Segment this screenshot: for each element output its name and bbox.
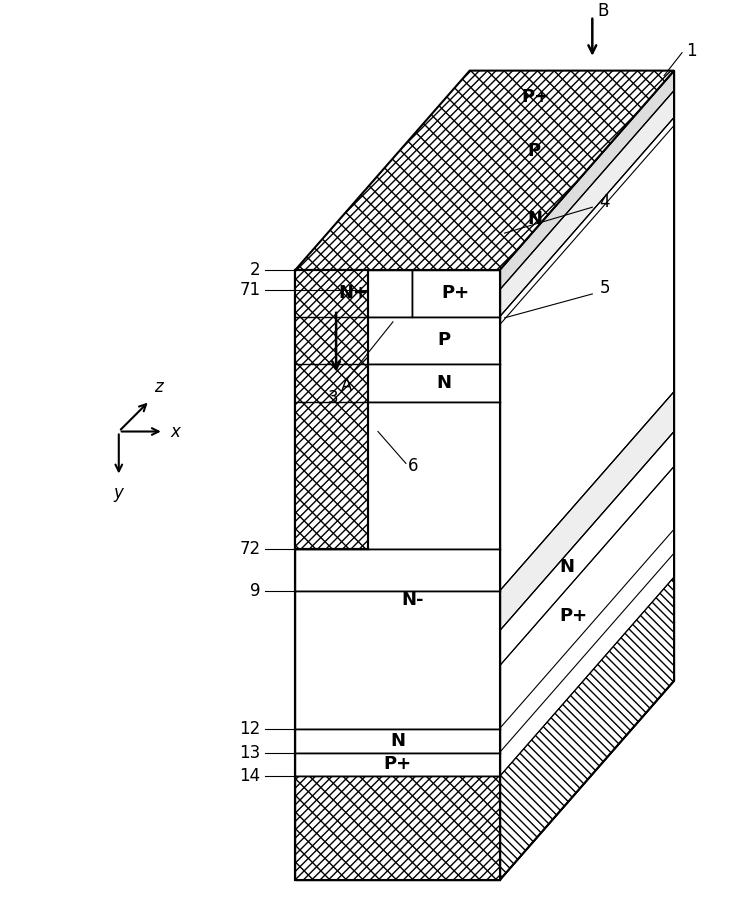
Text: 12: 12 <box>239 720 260 737</box>
Bar <box>412 270 499 317</box>
Bar <box>295 270 368 549</box>
Text: N+: N+ <box>339 284 369 303</box>
Bar <box>295 270 412 317</box>
Polygon shape <box>295 71 674 270</box>
Text: N: N <box>390 732 405 749</box>
Bar <box>295 402 499 549</box>
Bar <box>295 777 499 880</box>
Text: P+: P+ <box>522 87 550 105</box>
Text: 1: 1 <box>686 41 697 60</box>
Text: N: N <box>436 373 451 392</box>
Text: 13: 13 <box>239 744 260 761</box>
Bar <box>295 753 499 777</box>
Polygon shape <box>499 392 674 631</box>
Text: 71: 71 <box>239 281 260 299</box>
Text: P: P <box>437 331 450 349</box>
Polygon shape <box>499 117 674 591</box>
Text: N-: N- <box>401 591 424 609</box>
Text: P+: P+ <box>559 607 588 624</box>
Bar <box>295 317 499 364</box>
Text: 2: 2 <box>250 261 260 279</box>
Text: 4: 4 <box>600 193 610 211</box>
Bar <box>295 729 499 753</box>
Text: 72: 72 <box>239 540 260 558</box>
Bar <box>295 270 368 549</box>
Polygon shape <box>499 91 674 325</box>
Text: 3: 3 <box>328 389 338 406</box>
Bar <box>295 364 499 402</box>
Text: 6: 6 <box>408 458 418 475</box>
Text: x: x <box>171 423 181 440</box>
Text: N: N <box>528 210 542 228</box>
Text: B: B <box>597 2 609 20</box>
Polygon shape <box>499 432 674 666</box>
Polygon shape <box>499 71 674 880</box>
Bar <box>295 549 499 591</box>
Text: P: P <box>528 142 541 160</box>
Text: 9: 9 <box>250 582 260 600</box>
Text: 5: 5 <box>600 279 610 297</box>
Polygon shape <box>499 577 674 880</box>
Text: z: z <box>154 378 163 395</box>
Bar <box>295 270 499 880</box>
Text: A: A <box>341 377 352 394</box>
Bar <box>295 591 499 729</box>
Bar <box>295 777 499 880</box>
Text: N: N <box>559 558 574 576</box>
Text: P+: P+ <box>383 756 412 773</box>
Polygon shape <box>499 71 674 290</box>
Text: 14: 14 <box>239 768 260 786</box>
Text: P+: P+ <box>441 284 470 303</box>
Polygon shape <box>499 117 674 325</box>
Text: y: y <box>114 484 124 503</box>
